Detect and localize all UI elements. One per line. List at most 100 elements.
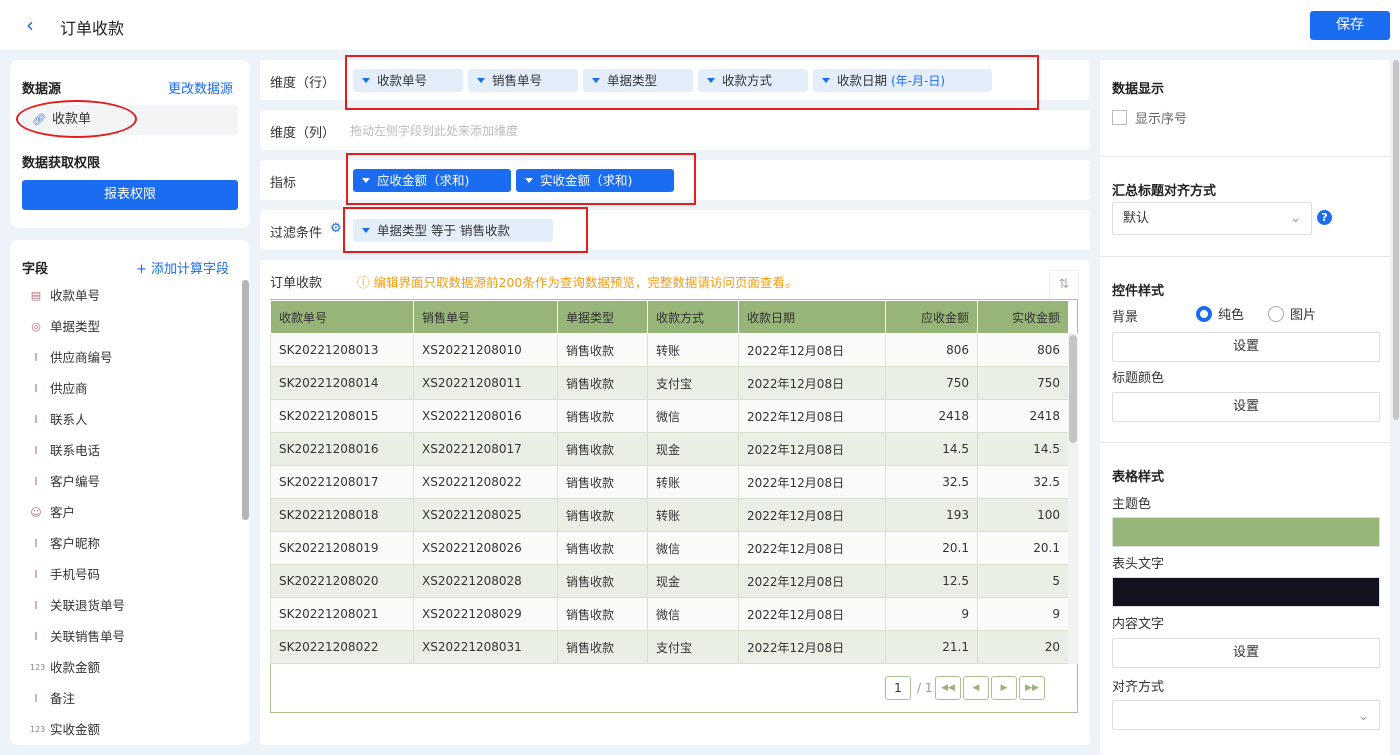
field-item[interactable]: 123 实收金额 — [30, 714, 100, 745]
warning-icon: ⓘ — [357, 275, 374, 290]
cols-dimension-bar[interactable]: 维度（列） 拖动左侧字段到此处来添加维度 — [260, 110, 1090, 150]
filter-bar: 过滤条件 ⚙ 单据类型 等于 销售收款 — [260, 210, 1090, 250]
radio-checked-icon[interactable] — [1196, 305, 1212, 322]
field-item[interactable]: I 关联退货单号 — [30, 590, 125, 621]
table-cell: XS20221208025 — [413, 498, 558, 532]
next-page-icon[interactable]: ▶ — [991, 676, 1017, 700]
preview-notice: ⓘ 编辑界面只取数据源前200条作为查询数据预览，完整数据请访问页面查看。 — [357, 275, 798, 290]
table-cell: 微信 — [647, 399, 739, 433]
column-header[interactable]: 收款日期 — [738, 300, 886, 334]
title-color-set-button[interactable]: 设置 — [1112, 392, 1380, 422]
table-scrollbar-thumb[interactable] — [1069, 335, 1077, 443]
help-icon[interactable]: ? — [1317, 210, 1332, 225]
row-chip[interactable]: 销售单号 — [468, 69, 578, 92]
field-item[interactable]: ◎ 单据类型 — [30, 311, 100, 342]
add-calculated-field-label: 添加计算字段 — [151, 262, 230, 277]
field-item[interactable]: I 联系电话 — [30, 435, 100, 466]
field-label: 联系人 — [50, 412, 88, 427]
gear-icon[interactable]: ⚙ — [330, 221, 342, 236]
page-input[interactable]: 1 — [885, 676, 911, 700]
table-cell: 转账 — [647, 465, 739, 499]
last-page-icon[interactable]: ▶▶ — [1019, 676, 1045, 700]
column-header[interactable]: 收款单号 — [270, 300, 414, 334]
table-cell: 100 — [977, 498, 1069, 532]
metric-chip[interactable]: 实收金额（求和) — [516, 169, 674, 192]
divider — [1100, 156, 1390, 157]
column-header[interactable]: 实收金额 — [977, 300, 1069, 334]
field-item[interactable]: I 手机号码 — [30, 559, 100, 590]
table-cell: XS20221208011 — [413, 366, 558, 400]
field-item[interactable]: I 备注 — [30, 683, 75, 714]
alignment-select[interactable]: ⌄ — [1112, 700, 1380, 730]
field-item[interactable]: I 客户昵称 — [30, 528, 100, 559]
fields-scrollbar[interactable] — [242, 280, 249, 520]
table-scrollbar-track[interactable] — [1068, 333, 1078, 664]
text-icon: I — [34, 444, 38, 457]
field-item[interactable]: I 关联销售单号 — [30, 621, 125, 652]
table-cell: XS20221208016 — [413, 399, 558, 433]
show-index-checkbox[interactable]: 显示序号 — [1112, 108, 1187, 127]
column-header[interactable]: 单据类型 — [557, 300, 648, 334]
table-cell: 32.5 — [885, 465, 978, 499]
row-chip[interactable]: 收款单号 — [353, 69, 463, 92]
add-calculated-field-link[interactable]: + 添加计算字段 — [136, 258, 229, 277]
radio-icon[interactable] — [1268, 305, 1284, 322]
report-permission-button[interactable]: 报表权限 — [22, 180, 238, 210]
field-item[interactable]: I 客户编号 — [30, 466, 100, 497]
table-cell: 2022年12月08日 — [738, 630, 886, 664]
swap-icon[interactable]: ⇅ — [1049, 270, 1079, 300]
field-item[interactable]: ☺ 客户 — [30, 497, 75, 528]
text-icon: I — [34, 413, 38, 426]
first-page-icon[interactable]: ◀◀ — [935, 676, 961, 700]
save-button[interactable]: 保存 — [1310, 11, 1390, 40]
row-chip[interactable]: 收款日期 (年-月-日) — [813, 69, 992, 92]
table-cell: 5 — [977, 564, 1069, 598]
bg-set-button[interactable]: 设置 — [1112, 332, 1380, 362]
field-item[interactable]: ▤ 收款单号 — [30, 280, 100, 311]
field-item[interactable]: I 供应商 — [30, 373, 87, 404]
row-chip[interactable]: 单据类型 — [583, 69, 693, 92]
table-cell: 现金 — [647, 564, 739, 598]
bg-radio-image[interactable]: 图片 — [1268, 304, 1316, 323]
column-header[interactable]: 销售单号 — [413, 300, 558, 334]
prev-page-icon[interactable]: ◀ — [963, 676, 989, 700]
field-item[interactable]: I 供应商编号 — [30, 342, 112, 373]
text-icon: I — [34, 537, 38, 550]
align-title-select[interactable]: 默认 ⌄ — [1112, 202, 1312, 235]
fields-label: 字段 — [22, 262, 49, 277]
content-text-set-button[interactable]: 设置 — [1112, 638, 1380, 668]
rows-label: 维度（行） — [270, 76, 336, 91]
table-cell: SK20221208017 — [270, 465, 414, 499]
column-header[interactable]: 收款方式 — [647, 300, 739, 334]
filter-chip[interactable]: 单据类型 等于 销售收款 — [353, 219, 553, 242]
table-cell: 32.5 — [977, 465, 1069, 499]
table-cell: 销售收款 — [557, 399, 648, 433]
table-cell: 2022年12月08日 — [738, 399, 886, 433]
plus-icon: + — [136, 262, 152, 277]
table-cell: 14.5 — [977, 432, 1069, 466]
settings-scrollbar[interactable] — [1393, 60, 1399, 420]
table-cell: XS20221208028 — [413, 564, 558, 598]
field-item[interactable]: 123 收款金额 — [30, 652, 100, 683]
table-cell: XS20221208010 — [413, 333, 558, 367]
field-label: 客户编号 — [50, 474, 101, 489]
row-chip[interactable]: 收款方式 — [698, 69, 808, 92]
metric-chip[interactable]: 应收金额（求和) — [353, 169, 511, 192]
table-cell: 2022年12月08日 — [738, 597, 886, 631]
column-header[interactable]: 应收金额 — [885, 300, 978, 334]
field-label: 实收金额 — [50, 722, 101, 737]
title-color-label: 标题颜色 — [1112, 371, 1165, 386]
bg-radio-solid[interactable]: 纯色 — [1196, 304, 1244, 323]
change-datasource-link[interactable]: 更改数据源 — [168, 82, 234, 97]
table-row: SK20221208013 XS20221208010 销售收款 转账 2022年12月… — [270, 333, 1069, 367]
field-item[interactable]: I 联系人 — [30, 404, 88, 435]
rows-dimension-bar: 维度（行） 收款单号 销售单号 单据类型 收款方式 收款日期 (年-月-日) — [260, 60, 1090, 100]
theme-color-swatch[interactable] — [1112, 517, 1380, 547]
back-icon[interactable]: ‹ — [26, 13, 34, 37]
table-cell: 750 — [977, 366, 1069, 400]
checkbox-icon[interactable] — [1112, 110, 1127, 125]
table-cell: SK20221208013 — [270, 333, 414, 367]
table-row: SK20221208022 XS20221208031 销售收款 支付宝 2022年12… — [270, 630, 1069, 664]
header-text-color-swatch[interactable] — [1112, 577, 1380, 607]
table-cell: XS20221208031 — [413, 630, 558, 664]
